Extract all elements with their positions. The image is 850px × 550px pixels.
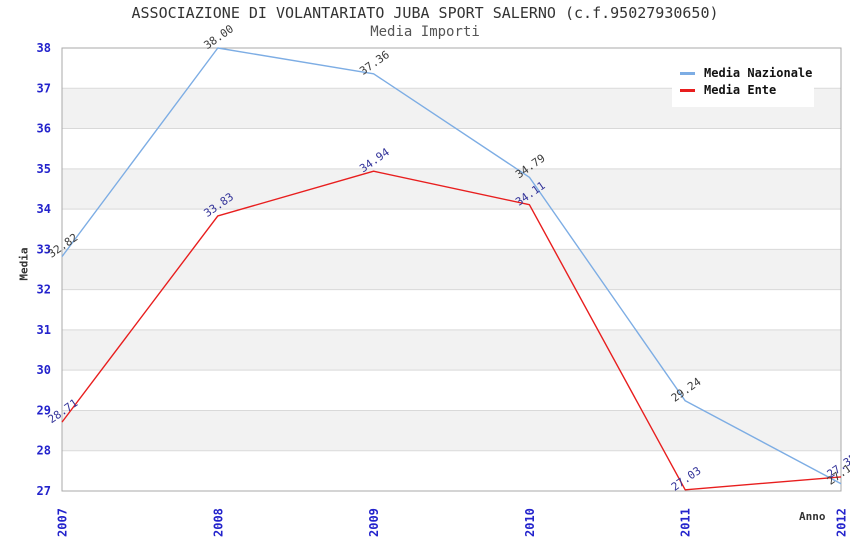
plot-band	[62, 410, 841, 451]
series-line-media-ente	[61, 170, 842, 491]
legend-line-sample-icon	[680, 71, 695, 75]
plot-band	[62, 329, 841, 371]
plot-band	[62, 168, 841, 210]
plot-border	[61, 47, 842, 492]
x-tick-label: 2012	[835, 508, 849, 537]
series-line-media-nazionale	[61, 47, 842, 485]
x-axis-title: Anno	[799, 510, 826, 523]
plot-band	[62, 249, 841, 290]
y-tick-label: 36	[37, 122, 51, 136]
y-tick-label: 27	[37, 484, 51, 498]
y-tick-label: 30	[37, 363, 51, 377]
legend-label: Media Nazionale	[704, 66, 813, 80]
y-tick-label: 28	[37, 444, 51, 458]
y-tick-label: 38	[37, 41, 51, 55]
y-tick-label: 32	[37, 283, 51, 297]
legend-item-media-nazionale: Media Nazionale	[680, 66, 812, 80]
y-tick-label: 34	[37, 202, 51, 216]
chart-title: ASSOCIAZIONE DI VOLANTARIATO JUBA SPORT …	[131, 4, 719, 22]
x-tick-label: 2010	[523, 508, 537, 537]
legend-line-sample-icon	[680, 88, 695, 92]
legend: Media Nazionale Media Ente	[672, 56, 814, 107]
y-tick-label: 33	[37, 242, 51, 256]
legend-item-media-ente: Media Ente	[680, 83, 806, 97]
y-tick-label: 29	[37, 403, 51, 417]
chart-subtitle: Media Importi	[370, 24, 480, 40]
y-tick-label: 37	[37, 81, 51, 95]
point-label: 37.36	[357, 48, 392, 78]
y-tick-label: 31	[37, 323, 51, 337]
x-tick-label: 2011	[679, 508, 693, 537]
y-tick-label: 35	[37, 162, 51, 176]
legend-label: Media Ente	[704, 83, 777, 97]
point-label: 29.24	[669, 375, 704, 405]
x-tick-label: 2009	[367, 508, 381, 537]
y-axis-title: Media	[17, 247, 31, 281]
x-tick-label: 2008	[211, 508, 225, 537]
x-tick-label: 2007	[56, 508, 70, 537]
